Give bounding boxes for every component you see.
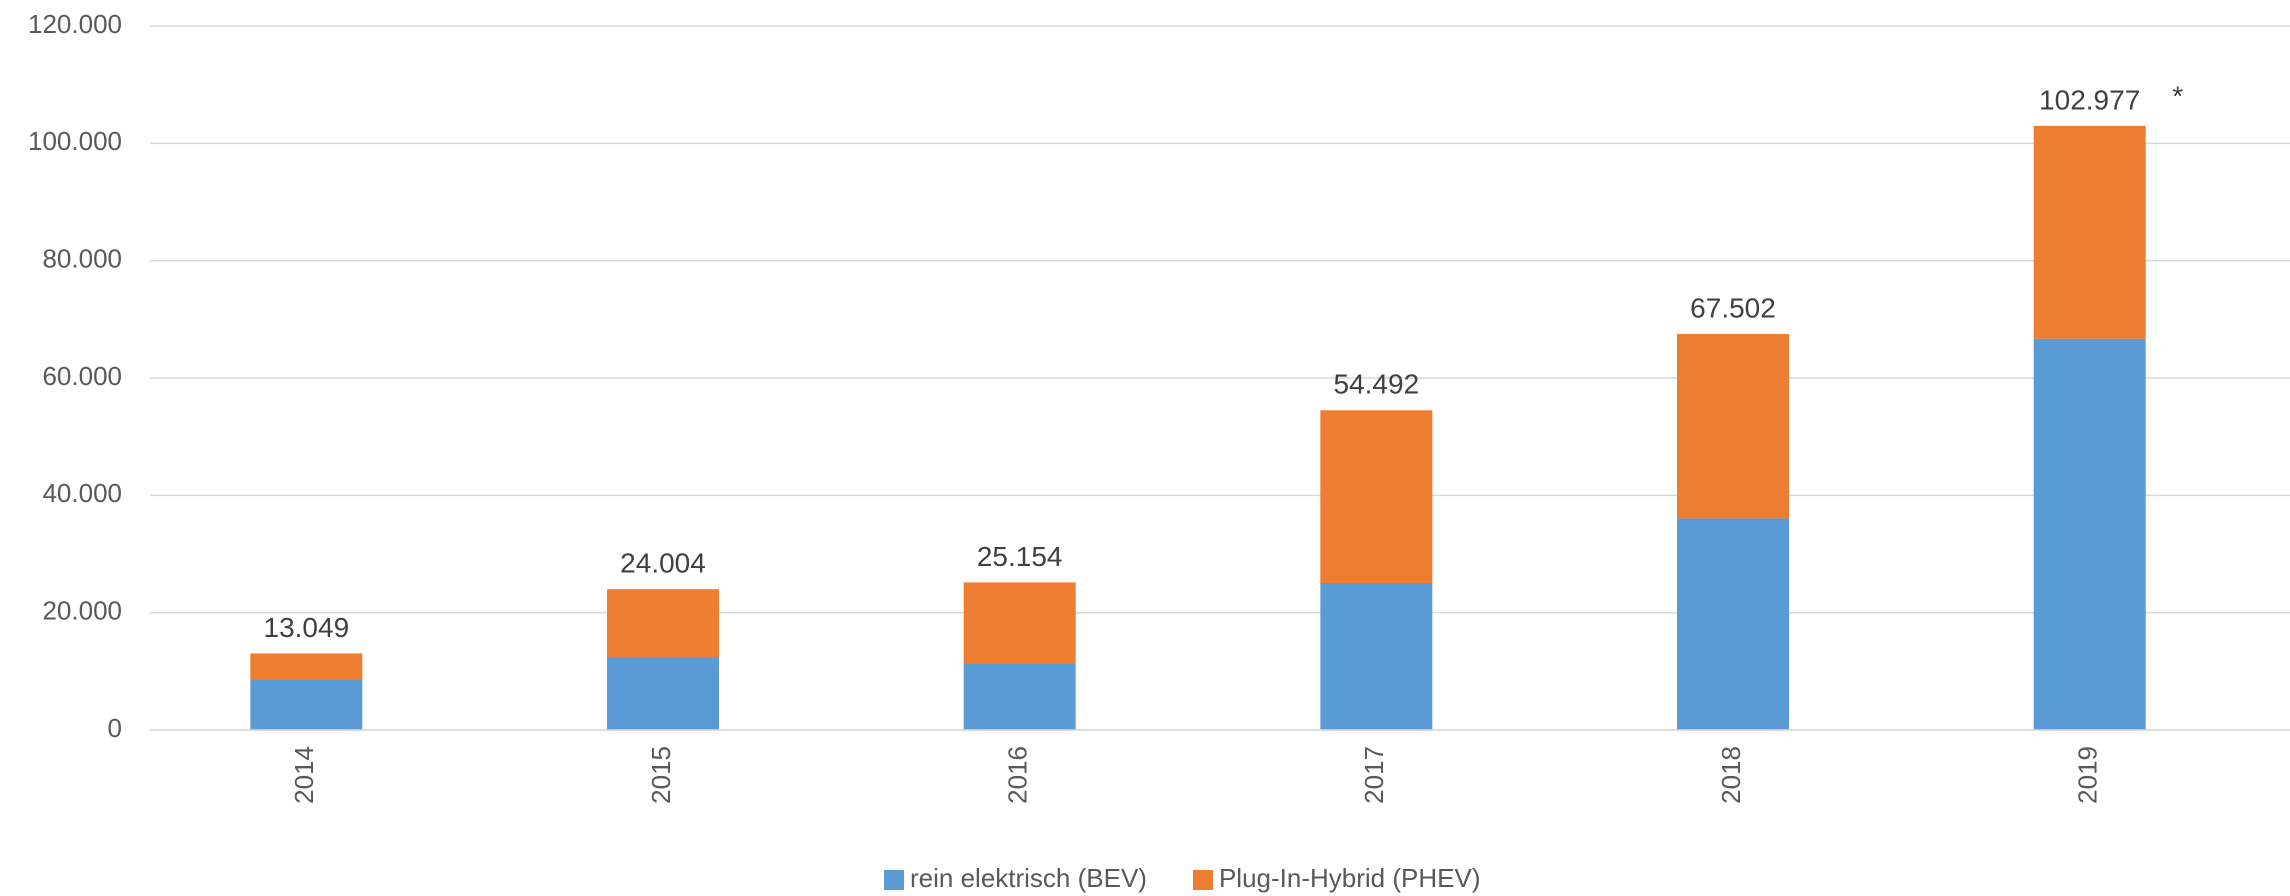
- x-tick-label: 2017: [1359, 746, 1389, 804]
- x-tick-label: 2018: [1716, 746, 1746, 804]
- total-label: 67.502: [1690, 292, 1776, 323]
- x-tick-label: 2019: [2073, 746, 2103, 804]
- bar-segment: [963, 663, 1076, 730]
- total-label: 24.004: [620, 548, 706, 579]
- y-tick-label: 60.000: [42, 361, 122, 391]
- x-tick-label: 2015: [646, 746, 676, 804]
- x-tick: 2014: [289, 746, 319, 804]
- x-tick: 2015: [646, 746, 676, 804]
- x-tick: 2019: [2073, 746, 2103, 804]
- legend-label: rein elektrisch (BEV): [910, 863, 1147, 893]
- x-tick-label: 2014: [289, 746, 319, 804]
- legend-swatch: [1192, 870, 1213, 890]
- total-label: 13.049: [264, 612, 350, 643]
- bar-segment: [1677, 518, 1789, 730]
- legend-label: Plug-In-Hybrid (PHEV): [1219, 863, 1481, 893]
- x-tick: 2017: [1359, 746, 1389, 804]
- total-label: 102.977: [2039, 84, 2140, 115]
- bar-segment: [250, 653, 363, 681]
- x-tick-label: 2016: [1003, 746, 1033, 804]
- annotation: *: [2172, 80, 2183, 111]
- bar-segment: [607, 657, 719, 730]
- y-tick-label: 40.000: [42, 478, 122, 508]
- y-tick-label: 80.000: [42, 244, 122, 274]
- bar-segment: [1320, 583, 1433, 730]
- bar-segment: [1320, 410, 1433, 584]
- total-label: 54.492: [1334, 369, 1420, 400]
- bar-segment: [250, 680, 363, 730]
- bar-segment: [2033, 338, 2146, 730]
- legend-swatch: [884, 870, 904, 890]
- bar-segment: [1677, 333, 1789, 519]
- bar-segment: [607, 589, 719, 658]
- total-label: 25.154: [977, 541, 1063, 572]
- y-tick-label: 20.000: [42, 596, 122, 626]
- y-tick-label: 120.000: [28, 9, 122, 39]
- y-tick-label: 100.000: [28, 126, 122, 156]
- x-tick: 2018: [1716, 746, 1746, 804]
- bar-segment: [963, 582, 1076, 664]
- y-tick-label: 0: [108, 713, 122, 743]
- bar-segment: [2033, 125, 2146, 339]
- x-tick: 2016: [1003, 746, 1033, 804]
